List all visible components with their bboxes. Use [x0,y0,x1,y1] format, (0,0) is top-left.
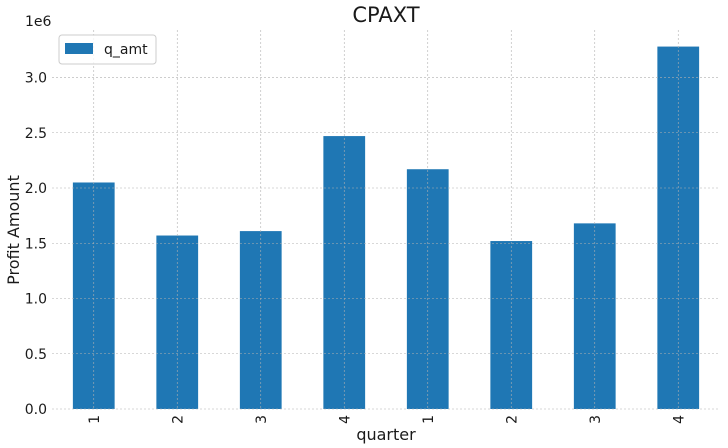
chart-title: CPAXT [352,3,419,27]
y-tick-label: 1.5 [25,236,47,252]
grid [52,30,720,410]
bars [72,46,700,410]
legend-box [58,34,157,65]
x-tick-label: 3 [588,415,604,424]
y-tick-label: 0.5 [25,347,47,363]
bar [323,136,366,409]
x-tick-label: 1 [87,415,103,424]
bar [406,169,449,409]
legend: q_amt [58,34,157,65]
x-tick-label: 1 [421,415,437,424]
x-tick-label: 4 [337,415,353,424]
legend-swatch [65,43,93,54]
legend-label: q_amt [104,42,148,58]
x-tick-label: 2 [170,415,186,424]
x-axis-ticks: 1 2 3 4 1 2 3 4 [87,415,688,424]
y-axis-ticks: 0.0 0.5 1.0 1.5 2.0 2.5 3.0 [25,71,47,418]
y-tick-label: 2.5 [25,126,47,142]
x-tick-label: 4 [671,415,687,424]
y-axis-offset-label: 1e6 [25,14,52,30]
bar [490,241,533,409]
y-tick-label: 3.0 [25,71,47,87]
y-axis-title: Profit Amount [4,175,23,285]
x-tick-label: 3 [254,415,270,424]
y-tick-label: 1.0 [25,292,47,308]
y-tick-label: 0.0 [25,402,47,418]
x-axis-title: quarter [356,425,416,444]
x-tick-label: 2 [504,415,520,424]
y-tick-label: 2.0 [25,181,47,197]
